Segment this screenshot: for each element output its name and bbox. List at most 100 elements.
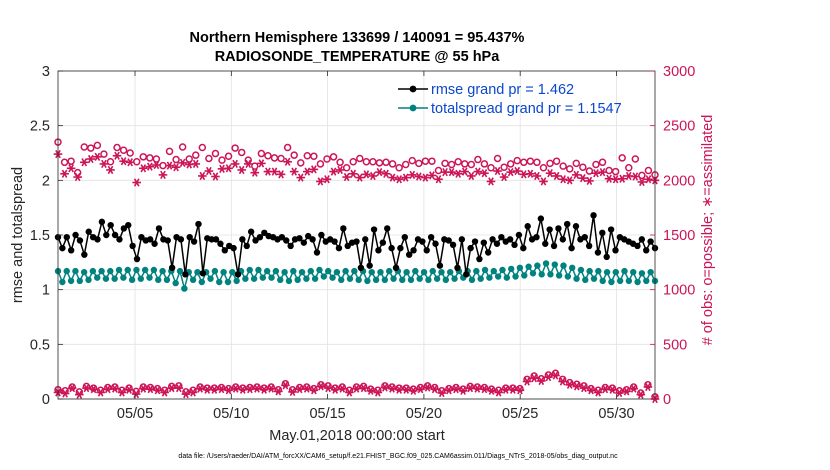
y-tick-label-left: 2.5 xyxy=(30,119,50,135)
rmse-marker xyxy=(94,236,101,243)
rmse-marker xyxy=(585,242,593,250)
possible-marker xyxy=(552,157,561,165)
assimilated-marker-stroke xyxy=(559,377,566,386)
assimilated-marker xyxy=(281,381,290,390)
y-tick-label-right: 500 xyxy=(663,337,687,353)
assimilated-marker-stroke xyxy=(552,371,559,380)
assimilated-marker xyxy=(539,177,548,186)
totalspread-marker xyxy=(621,267,628,275)
possible-marker xyxy=(172,155,180,164)
assimilated-marker-stroke xyxy=(424,383,431,392)
totalspread-marker xyxy=(272,267,280,275)
totalspread-marker xyxy=(220,268,227,276)
rmse-marker xyxy=(195,220,202,228)
assimilated-marker-stroke xyxy=(311,165,317,174)
assimilated-marker-stroke xyxy=(481,385,488,394)
assimilated-marker xyxy=(421,173,430,182)
rmse-marker xyxy=(476,255,483,263)
assimilated-marker-stroke xyxy=(211,385,218,394)
possible-marker xyxy=(618,154,626,162)
totalspread-marker xyxy=(560,262,567,269)
totalspread-marker xyxy=(364,277,371,285)
assimilated-marker-stroke xyxy=(453,385,459,394)
rmse-marker xyxy=(366,262,373,269)
totalspread-marker xyxy=(542,260,550,267)
assimilated-marker xyxy=(409,386,418,395)
assimilated-marker xyxy=(512,166,522,176)
assimilated-marker-stroke xyxy=(545,373,552,382)
rmse-marker xyxy=(471,238,479,245)
totalspread-marker xyxy=(403,268,410,276)
totalspread-marker xyxy=(473,267,480,275)
assimilated-marker-stroke xyxy=(199,171,206,181)
assimilated-marker xyxy=(243,159,253,169)
assimilated-marker xyxy=(545,169,555,178)
possible-marker xyxy=(611,167,620,176)
assimilated-marker xyxy=(394,175,404,184)
totalspread-marker xyxy=(638,270,646,277)
rmse-marker xyxy=(537,215,545,222)
assimilated-marker xyxy=(348,169,358,178)
rmse-marker xyxy=(572,223,580,230)
assimilated-marker-stroke xyxy=(119,388,125,397)
assimilated-marker-stroke xyxy=(296,385,303,394)
assimilated-marker xyxy=(198,171,207,181)
totalspread-marker xyxy=(176,267,184,275)
rmse-marker xyxy=(353,238,360,245)
totalspread-marker xyxy=(141,266,149,274)
possible-marker xyxy=(290,151,298,159)
assimilated-marker xyxy=(373,388,383,397)
assimilated-marker-stroke xyxy=(114,151,120,160)
assimilated-marker-stroke xyxy=(74,172,81,182)
assimilated-marker-stroke xyxy=(501,172,507,182)
possible-marker xyxy=(211,149,220,158)
assimilated-marker-stroke xyxy=(547,169,553,178)
totalspread-marker xyxy=(120,274,127,281)
assimilated-marker-stroke xyxy=(645,382,651,392)
assimilated-marker xyxy=(401,385,411,394)
rmse-marker xyxy=(436,262,444,269)
x-axis-label: May.01,2018 00:00:00 start xyxy=(269,428,444,444)
assimilated-marker xyxy=(67,383,77,393)
totalspread-marker xyxy=(442,276,450,284)
chart-title-line1: Northern Hemisphere 133699 / 140091 = 95… xyxy=(190,30,525,46)
assimilated-marker-stroke xyxy=(238,165,245,175)
totalspread-marker xyxy=(420,268,428,276)
rmse-marker xyxy=(546,226,553,233)
assimilated-marker-stroke xyxy=(431,385,438,394)
assimilated-marker-stroke xyxy=(204,385,211,394)
rmse-marker xyxy=(300,239,308,246)
possible-marker xyxy=(152,155,161,163)
totalspread-marker xyxy=(128,276,136,284)
possible-marker xyxy=(506,160,515,168)
assimilated-marker xyxy=(515,386,525,395)
totalspread-marker xyxy=(630,268,637,276)
possible-marker xyxy=(579,163,587,171)
assimilated-marker xyxy=(493,166,502,176)
rmse-marker xyxy=(379,239,387,246)
totalspread-marker xyxy=(372,276,380,284)
assimilated-marker xyxy=(486,177,496,186)
assimilated-marker xyxy=(217,385,226,394)
assimilated-marker xyxy=(73,172,82,182)
rmse-marker xyxy=(116,236,123,243)
rmse-marker xyxy=(392,264,400,271)
possible-marker xyxy=(559,162,567,170)
rmse-marker xyxy=(533,233,540,241)
possible-marker xyxy=(67,157,75,165)
totalspread-marker xyxy=(107,267,114,275)
rmse-marker xyxy=(524,223,531,230)
assimilated-marker-stroke xyxy=(179,158,186,167)
rmse-marker xyxy=(98,218,106,226)
assimilated-marker-stroke xyxy=(147,162,153,171)
totalspread-marker xyxy=(438,268,445,276)
rmse-marker xyxy=(559,236,567,243)
possible-marker xyxy=(644,166,653,175)
assimilated-marker xyxy=(316,177,325,186)
totalspread-marker xyxy=(172,279,179,287)
assimilated-marker xyxy=(309,165,319,174)
assimilated-marker-stroke xyxy=(154,386,161,395)
possible-marker xyxy=(283,143,292,152)
possible-marker xyxy=(631,155,640,163)
assimilated-marker xyxy=(579,383,589,393)
